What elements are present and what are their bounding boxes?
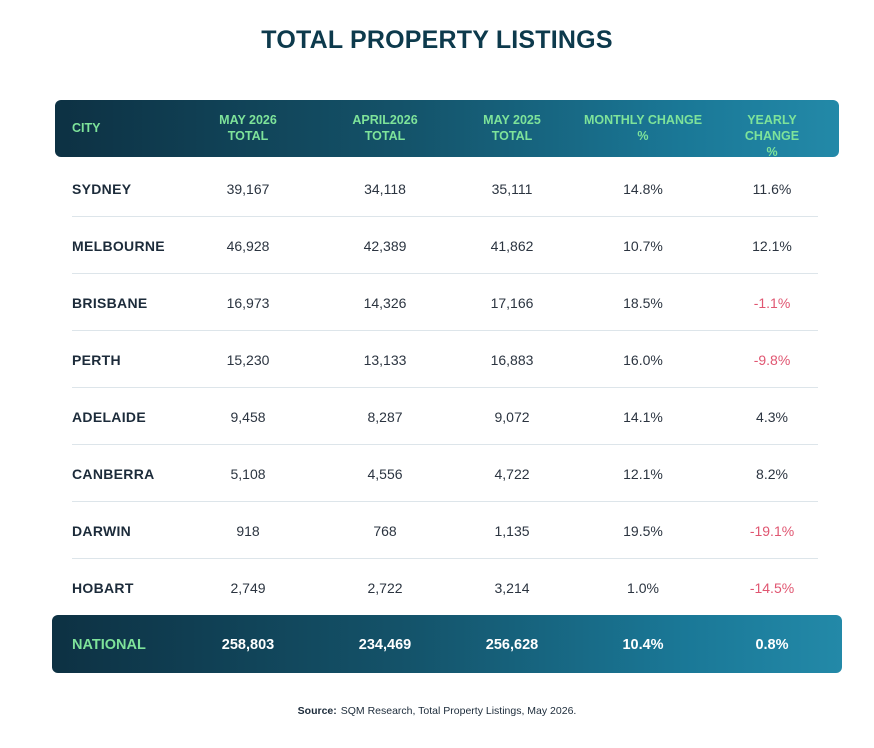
- column-header-city: CITY: [72, 121, 101, 135]
- table-row: CANBERRA 5,108 4,556 4,722 12.1% 8.2%: [55, 445, 839, 502]
- column-header-monthly-change: MONTHLY CHANGE %: [583, 113, 703, 143]
- source-note: Source: SQM Research, Total Property List…: [0, 705, 874, 717]
- may-2026-cell: 2,749: [230, 580, 266, 596]
- april-2026-cell: 8,287: [367, 409, 403, 425]
- yearly-change-cell: 12.1%: [752, 238, 792, 254]
- national-total-row: NATIONAL 258,803 234,469 256,628 10.4% 0…: [52, 615, 842, 673]
- national-april-2026: 234,469: [358, 637, 412, 653]
- april-2026-cell: 42,389: [363, 238, 407, 254]
- table-row: BRISBANE 16,973 14,326 17,166 18.5% -1.1…: [55, 274, 839, 331]
- april-2026-cell: 4,556: [367, 466, 403, 482]
- may-2025-cell: 16,883: [490, 352, 534, 368]
- table-body: SYDNEY 39,167 34,118 35,111 14.8% 11.6% …: [55, 160, 839, 616]
- yearly-change-cell: -1.1%: [753, 295, 791, 311]
- may-2025-cell: 17,166: [490, 295, 534, 311]
- may-2026-cell: 15,230: [226, 352, 270, 368]
- table-row: SYDNEY 39,167 34,118 35,111 14.8% 11.6%: [55, 160, 839, 217]
- city-cell: PERTH: [72, 352, 121, 368]
- city-cell: BRISBANE: [72, 295, 148, 311]
- monthly-change-cell: 19.5%: [623, 523, 663, 539]
- national-label: NATIONAL: [72, 637, 146, 653]
- national-yearly-change: 0.8%: [755, 637, 789, 653]
- page-title: TOTAL PROPERTY LISTINGS: [261, 26, 613, 54]
- table-row: DARWIN 918 768 1,135 19.5% -19.1%: [55, 502, 839, 559]
- yearly-change-cell: -19.1%: [749, 523, 795, 539]
- table-row: ADELAIDE 9,458 8,287 9,072 14.1% 4.3%: [55, 388, 839, 445]
- monthly-change-cell: 12.1%: [623, 466, 663, 482]
- city-cell: HOBART: [72, 580, 134, 596]
- source-label: Source:: [297, 705, 337, 717]
- may-2026-cell: 918: [236, 523, 260, 539]
- may-2025-cell: 35,111: [491, 181, 533, 197]
- may-2025-cell: 41,862: [490, 238, 534, 254]
- april-2026-cell: 2,722: [367, 580, 403, 596]
- april-2026-cell: 768: [373, 523, 397, 539]
- may-2026-cell: 9,458: [230, 409, 266, 425]
- table-row: HOBART 2,749 2,722 3,214 1.0% -14.5%: [55, 559, 839, 616]
- may-2026-cell: 46,928: [226, 238, 270, 254]
- may-2026-cell: 5,108: [230, 466, 266, 482]
- yearly-change-cell: 8.2%: [756, 466, 788, 482]
- national-monthly-change: 10.4%: [622, 637, 664, 653]
- yearly-change-cell: 4.3%: [756, 409, 788, 425]
- city-cell: CANBERRA: [72, 466, 155, 482]
- column-header-april-2026: APRIL2026 TOTAL: [352, 113, 418, 143]
- monthly-change-cell: 10.7%: [623, 238, 663, 254]
- national-may-2025: 256,628: [485, 637, 539, 653]
- may-2026-cell: 39,167: [226, 181, 270, 197]
- may-2025-cell: 4,722: [494, 466, 530, 482]
- national-may-2026: 258,803: [221, 637, 275, 653]
- table-header: CITY MAY 2026 TOTAL APRIL2026 TOTAL MAY …: [55, 100, 839, 159]
- april-2026-cell: 34,118: [364, 181, 406, 197]
- city-cell: SYDNEY: [72, 181, 132, 197]
- monthly-change-cell: 14.8%: [623, 181, 663, 197]
- monthly-change-cell: 18.5%: [623, 295, 663, 311]
- city-cell: ADELAIDE: [72, 409, 146, 425]
- yearly-change-cell: 11.6%: [752, 181, 792, 197]
- table-row: PERTH 15,230 13,133 16,883 16.0% -9.8%: [55, 331, 839, 388]
- may-2025-cell: 1,135: [494, 523, 530, 539]
- april-2026-cell: 13,133: [363, 352, 407, 368]
- city-cell: MELBOURNE: [72, 238, 165, 254]
- monthly-change-cell: 1.0%: [627, 580, 659, 596]
- table-row: MELBOURNE 46,928 42,389 41,862 10.7% 12.…: [55, 217, 839, 274]
- may-2025-cell: 9,072: [494, 409, 530, 425]
- column-header-may-2025: MAY 2025 TOTAL: [483, 113, 541, 143]
- yearly-change-cell: -14.5%: [749, 580, 795, 596]
- monthly-change-cell: 14.1%: [623, 409, 663, 425]
- may-2025-cell: 3,214: [494, 580, 530, 596]
- source-text: SQM Research, Total Property Listings, M…: [340, 705, 577, 717]
- column-header-yearly-change: YEARLY CHANGE %: [744, 113, 800, 159]
- column-header-may-2026: MAY 2026 TOTAL: [219, 113, 277, 143]
- monthly-change-cell: 16.0%: [623, 352, 663, 368]
- yearly-change-cell: -9.8%: [753, 352, 791, 368]
- april-2026-cell: 14,326: [363, 295, 407, 311]
- city-cell: DARWIN: [72, 523, 132, 539]
- may-2026-cell: 16,973: [226, 295, 270, 311]
